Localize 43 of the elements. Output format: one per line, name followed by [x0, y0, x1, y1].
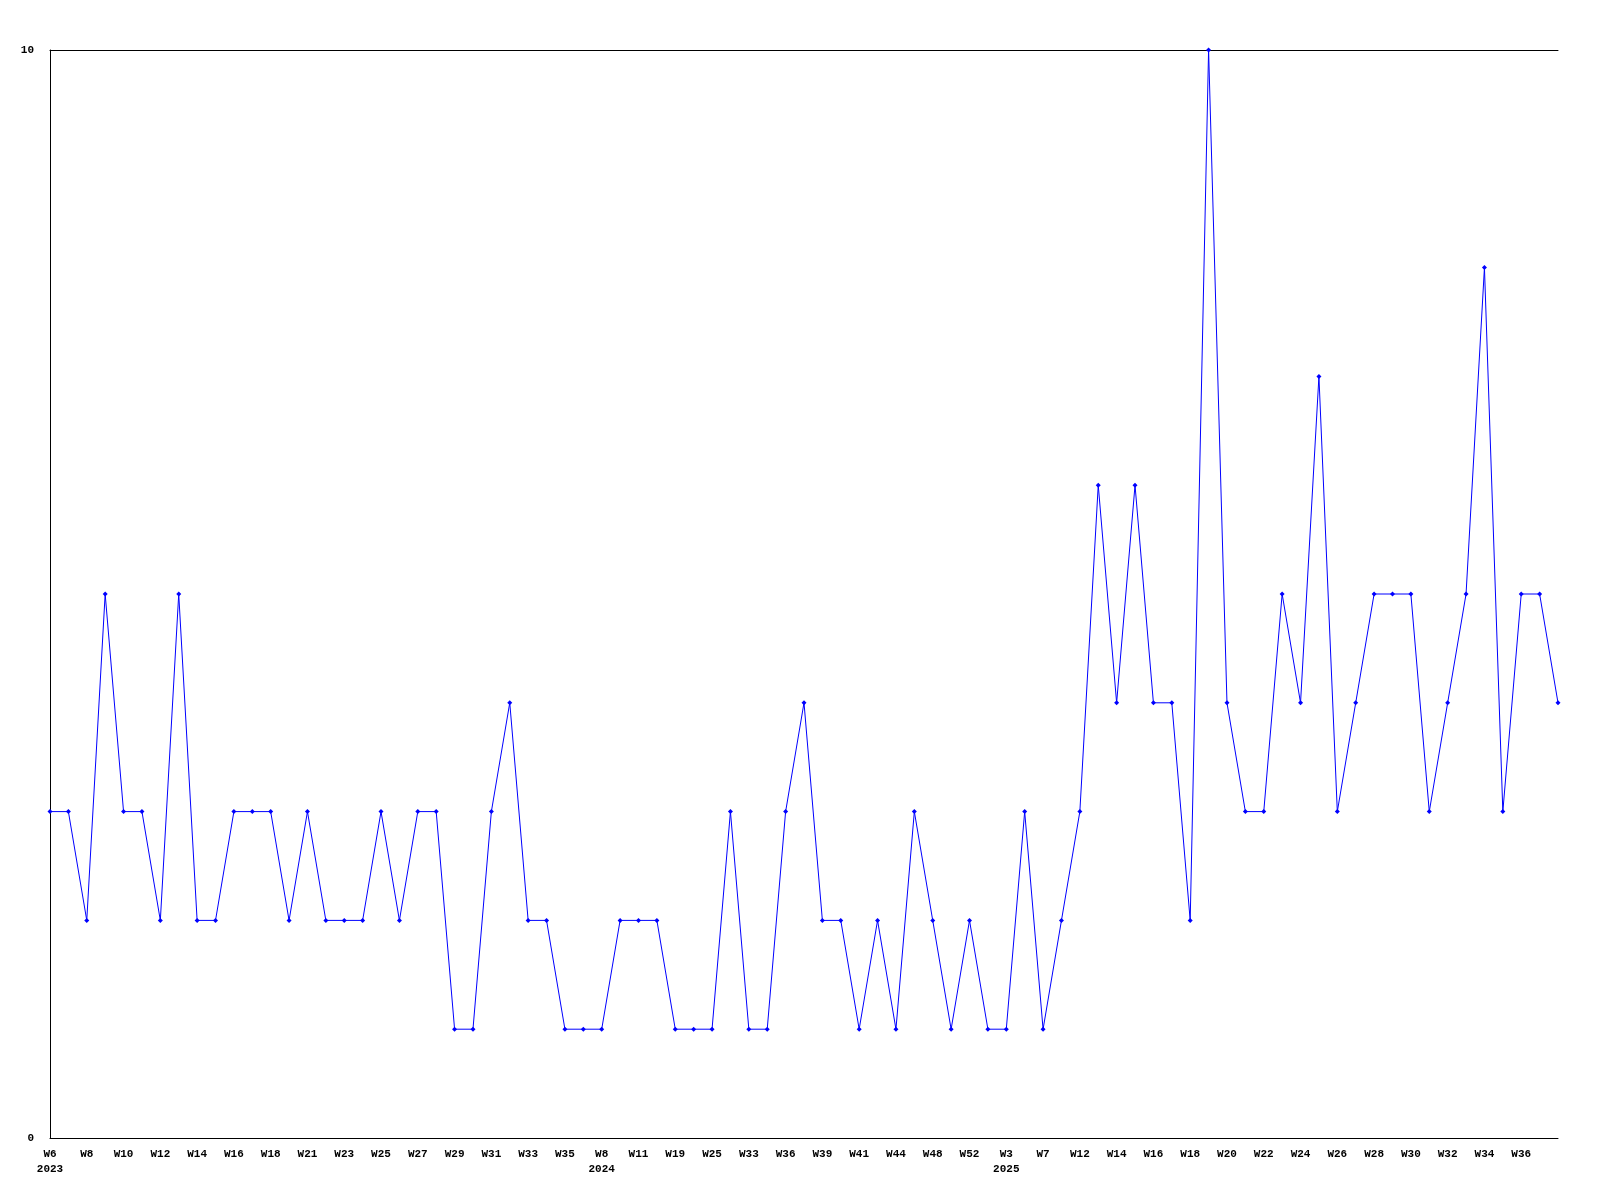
- x-tick-label: W36: [1511, 1147, 1532, 1160]
- x-tick-label: W39: [812, 1147, 833, 1160]
- x-tick-label: W24: [1290, 1147, 1311, 1160]
- x-tick-label: W19: [665, 1147, 686, 1160]
- x-tick-label: W11: [628, 1147, 649, 1160]
- x-tick-label: W31: [481, 1147, 502, 1160]
- y-tick-label: 0: [27, 1132, 34, 1144]
- x-tick-label: W10: [113, 1147, 134, 1160]
- x-tick-label: W6 2023: [36, 1147, 64, 1175]
- x-tick-label: W44: [886, 1147, 907, 1160]
- x-tick-label: W21: [297, 1147, 318, 1160]
- x-tick-label: W36: [775, 1147, 796, 1160]
- x-tick-label: W34: [1474, 1147, 1495, 1160]
- x-tick-label: W7: [1036, 1147, 1050, 1160]
- x-tick-label: W23: [334, 1147, 355, 1160]
- x-tick-label: W26: [1327, 1147, 1348, 1160]
- x-tick-label: W18: [260, 1147, 281, 1160]
- x-tick-label: W33: [518, 1147, 539, 1160]
- x-tick-label: W25: [371, 1147, 392, 1160]
- x-tick-label: W16: [224, 1147, 244, 1160]
- x-tick-label: W30: [1400, 1147, 1421, 1160]
- x-tick-label: W35: [555, 1147, 576, 1160]
- x-tick-label: W33: [738, 1147, 760, 1160]
- x-tick-label: W20: [1217, 1147, 1237, 1160]
- x-tick-label: W14: [187, 1147, 208, 1160]
- x-tick-label: W52: [959, 1147, 980, 1160]
- y-tick-label: 10: [20, 44, 34, 56]
- x-tick-label: W29: [444, 1147, 465, 1160]
- x-tick-label: W16: [1143, 1147, 1164, 1160]
- x-tick-label: W14: [1106, 1147, 1127, 1160]
- x-tick-label: W18: [1180, 1147, 1201, 1160]
- x-tick-label: W12: [150, 1147, 171, 1160]
- x-tick-label: W8 2024: [588, 1147, 616, 1175]
- x-tick-label: W22: [1253, 1147, 1274, 1160]
- x-tick-label: W32: [1437, 1147, 1458, 1160]
- x-tick-label: W27: [407, 1147, 428, 1160]
- x-tick-label: W3 2025: [993, 1147, 1020, 1175]
- x-tick-label: W28: [1364, 1147, 1385, 1160]
- x-tick-label: W8: [80, 1147, 94, 1160]
- x-tick-label: W12: [1069, 1147, 1090, 1160]
- x-tick-label: W25: [702, 1147, 723, 1160]
- x-tick-label: W48: [922, 1147, 944, 1160]
- x-tick-label: W41: [849, 1147, 870, 1160]
